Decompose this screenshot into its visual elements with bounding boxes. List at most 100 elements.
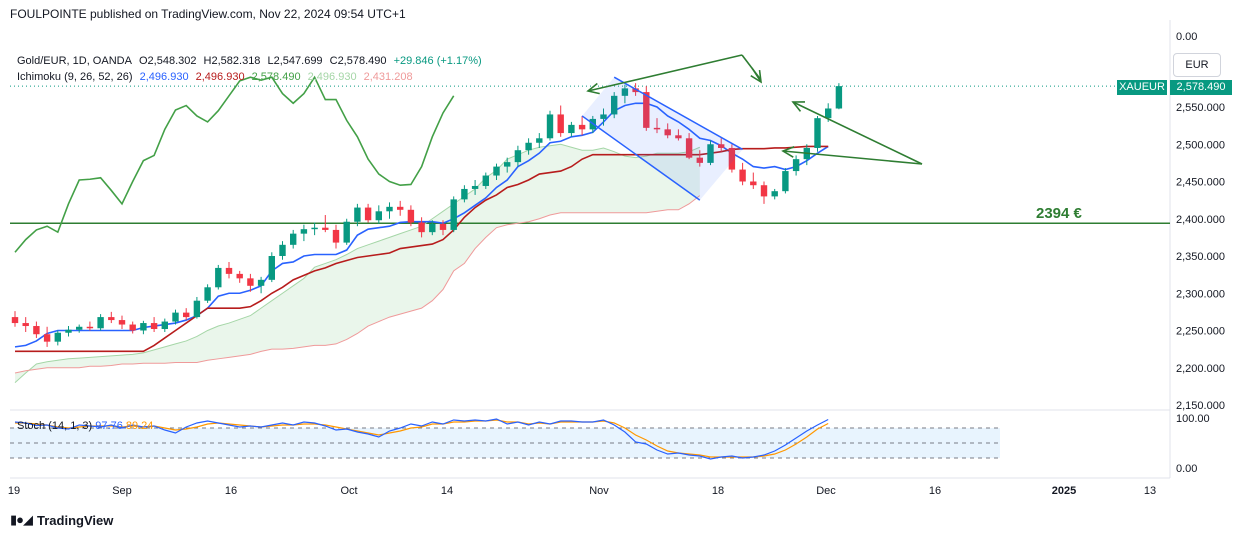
candle (675, 129, 682, 141)
candle-body (215, 267, 222, 288)
ichimoku-layer (14, 75, 829, 384)
arrow-shaft (792, 101, 923, 165)
candle-body (22, 323, 29, 327)
candle (54, 330, 61, 346)
price-tick-label: 2,250.000 (1176, 326, 1225, 338)
candle-body (375, 211, 382, 221)
time-tick-label: 16 (929, 485, 941, 497)
stoch-k-line (14, 418, 829, 460)
candle (33, 321, 40, 338)
candle-body (685, 138, 693, 158)
currency-selector[interactable]: EUR (1173, 53, 1221, 77)
candle (161, 318, 168, 332)
stoch-tick-label: 100.00 (1176, 413, 1210, 425)
brand-name: TradingView (37, 512, 114, 528)
candle-body (300, 229, 308, 234)
candle-body (760, 185, 768, 197)
arrow-head (750, 69, 762, 84)
candle (653, 118, 661, 134)
annotation-layer (581, 54, 923, 201)
candle (247, 273, 254, 292)
time-tick-label: 14 (441, 485, 453, 497)
channel-fill (582, 77, 743, 201)
price-tick-label: 2,300.000 (1176, 288, 1225, 300)
candle-body (707, 144, 714, 163)
candle (685, 133, 693, 160)
candle-body (364, 207, 372, 221)
candle-body (43, 334, 51, 342)
candle (760, 181, 768, 204)
candle (364, 203, 372, 223)
candle-body (471, 185, 479, 189)
candle (343, 218, 350, 245)
candle-body (247, 278, 254, 286)
time-tick-label: 18 (712, 485, 724, 497)
stoch-k-value: 97.76 (95, 420, 123, 432)
candle (108, 311, 115, 324)
candle (354, 203, 361, 227)
stoch-layer (10, 418, 1000, 460)
candle-body (814, 118, 821, 148)
candle (739, 162, 746, 186)
candle-body (397, 206, 404, 210)
candle-body (696, 157, 703, 163)
candle (225, 261, 233, 279)
candle (600, 108, 607, 126)
candle (204, 284, 211, 303)
close-value: C2,578.490 (329, 55, 387, 67)
candle-body (290, 233, 297, 245)
span-b-value: 2,431.208 (363, 71, 413, 83)
candle (611, 92, 618, 119)
candle (664, 123, 671, 139)
candle (536, 133, 543, 148)
candle-body (150, 323, 158, 330)
channel-upper-line (613, 76, 743, 151)
price-tick-label: 2,150.000 (1176, 400, 1225, 412)
candle-body (33, 326, 40, 335)
candle (97, 314, 104, 331)
stoch-label: Stoch (14, 1, 3) (17, 420, 93, 432)
candle (279, 241, 286, 260)
arrow-to-kijun (781, 146, 923, 165)
candle (386, 202, 393, 219)
low-value: L2,547.699 (267, 55, 323, 67)
candle (514, 145, 522, 167)
time-tick-label: Oct (340, 485, 357, 497)
time-tick-label: 16 (225, 485, 237, 497)
candle (86, 321, 94, 331)
ichimoku-cloud (15, 144, 700, 383)
candle-body (439, 223, 447, 230)
candle (215, 264, 222, 290)
tradingview-logo-icon: ▮●◢ (10, 512, 33, 527)
time-tick-label: Nov (589, 485, 609, 497)
candle-body (568, 124, 575, 134)
span-a-value: 2,496.930 (307, 71, 357, 83)
open-value: O2,548.302 (138, 55, 197, 67)
candle-body (65, 329, 72, 333)
candle (22, 317, 29, 332)
candle-body (236, 273, 243, 279)
candle-layer (11, 83, 843, 347)
candle (546, 110, 554, 141)
candle-body (386, 206, 393, 212)
candle (397, 200, 404, 216)
price-tick-label: 2,200.000 (1176, 363, 1225, 375)
arrow-head (586, 82, 600, 95)
arrow-head (781, 146, 795, 158)
candle (525, 138, 532, 155)
candle (300, 224, 308, 242)
time-tick-label: Sep (112, 485, 132, 497)
candle (311, 222, 318, 236)
candle-body (482, 175, 489, 186)
candle-body (771, 191, 778, 197)
candle (418, 217, 425, 238)
candle (750, 172, 757, 189)
symbol-label: Gold/EUR, 1D, OANDA (17, 55, 132, 67)
ticker-tag: XAUEUR (1117, 80, 1167, 95)
candle (129, 321, 136, 334)
footer-brand[interactable]: ▮●◢ TradingView (10, 512, 113, 528)
candle (482, 172, 489, 189)
candle-body (825, 108, 832, 119)
candle-body (525, 142, 532, 151)
